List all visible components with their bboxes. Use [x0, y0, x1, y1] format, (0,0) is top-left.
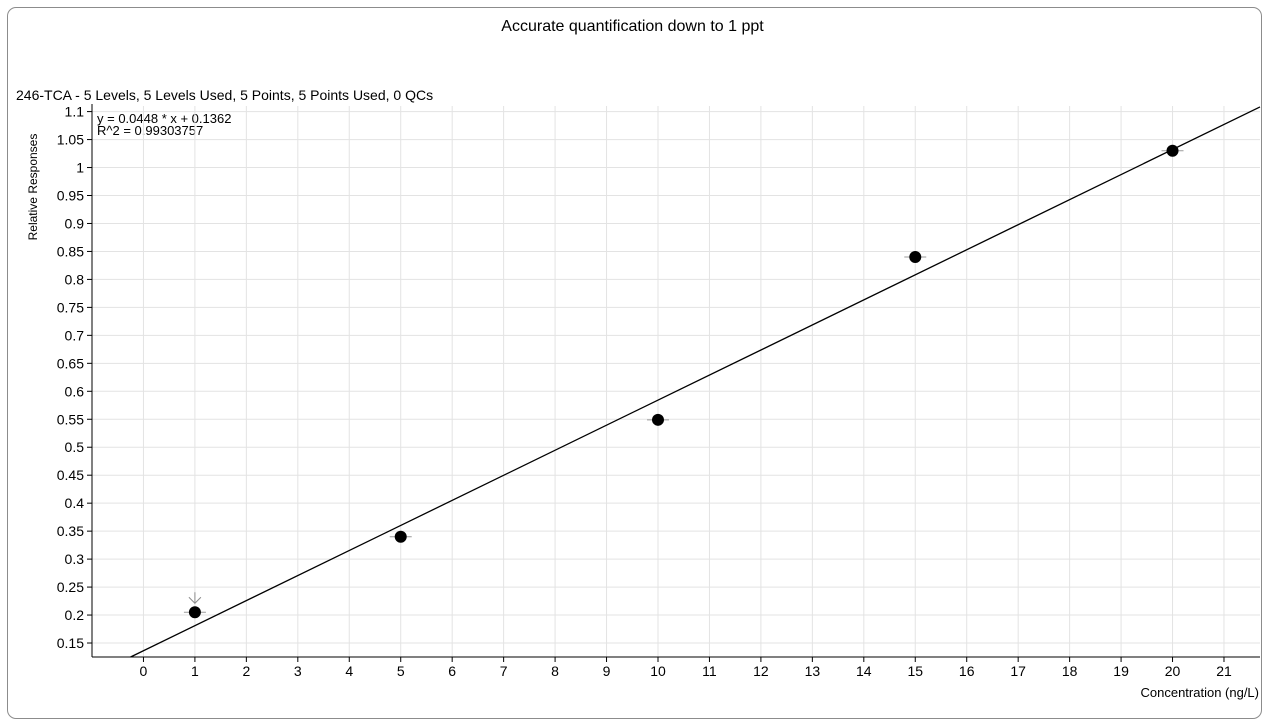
- r-squared: R^2 = 0.99303757: [97, 123, 204, 138]
- y-tick-label: 0.95: [57, 188, 84, 204]
- x-tick-label: 13: [805, 663, 821, 679]
- fit-equation: y = 0.0448 * x + 0.1362: [97, 111, 232, 126]
- data-point: [394, 530, 407, 543]
- y-tick-label: 0.8: [65, 271, 85, 287]
- x-tick-label: 21: [1216, 663, 1232, 679]
- data-point: [188, 606, 201, 619]
- data-point: [651, 413, 664, 426]
- x-axis-label: Concentration (ng/L): [1140, 685, 1259, 700]
- x-tick-label: 16: [959, 663, 975, 679]
- y-tick-label: 0.75: [57, 299, 84, 315]
- x-tick-label: 18: [1062, 663, 1078, 679]
- x-tick-label: 8: [551, 663, 559, 679]
- y-tick-label: 0.55: [57, 411, 84, 427]
- y-tick-label: 0.4: [65, 495, 85, 511]
- x-tick-label: 7: [500, 663, 508, 679]
- y-tick-label: 0.6: [65, 383, 85, 399]
- x-tick-label: 11: [702, 663, 717, 679]
- arrow-head: [188, 596, 202, 604]
- x-tick-label: 20: [1165, 663, 1181, 679]
- y-tick-label: 0.65: [57, 355, 84, 371]
- y-tick-label: 0.45: [57, 467, 84, 483]
- x-tick-label: 4: [345, 663, 353, 679]
- x-tick-label: 15: [907, 663, 923, 679]
- data-point: [1166, 144, 1179, 157]
- x-tick-label: 2: [242, 663, 250, 679]
- y-tick-label: 1.05: [57, 132, 84, 148]
- x-tick-label: 1: [191, 663, 199, 679]
- x-tick-label: 3: [294, 663, 302, 679]
- y-tick-label: 0.5: [65, 439, 85, 455]
- x-tick-label: 5: [397, 663, 405, 679]
- y-tick-label: 0.2: [65, 607, 85, 623]
- y-tick-label: 1: [76, 160, 84, 176]
- calibration-summary: 246-TCA - 5 Levels, 5 Levels Used, 5 Poi…: [16, 87, 434, 103]
- x-tick-label: 6: [448, 663, 456, 679]
- x-tick-label: 0: [140, 663, 148, 679]
- regression-line: [130, 106, 1261, 658]
- x-tick-label: 12: [753, 663, 769, 679]
- y-tick-label: 1.1: [65, 104, 85, 120]
- x-tick-label: 14: [856, 663, 872, 679]
- y-tick-label: 0.85: [57, 243, 84, 259]
- x-tick-label: 19: [1113, 663, 1129, 679]
- x-tick-label: 10: [650, 663, 666, 679]
- chart-title: Accurate quantification down to 1 ppt: [501, 18, 764, 35]
- y-tick-label: 0.15: [57, 635, 84, 651]
- data-point: [909, 251, 922, 264]
- y-tick-label: 0.3: [65, 551, 85, 567]
- y-tick-label: 0.35: [57, 523, 84, 539]
- x-tick-label: 17: [1010, 663, 1026, 679]
- y-tick-label: 0.25: [57, 579, 84, 595]
- x-tick-label: 9: [603, 663, 611, 679]
- y-tick-label: 0.9: [65, 215, 85, 231]
- y-tick-label: 0.7: [65, 327, 85, 343]
